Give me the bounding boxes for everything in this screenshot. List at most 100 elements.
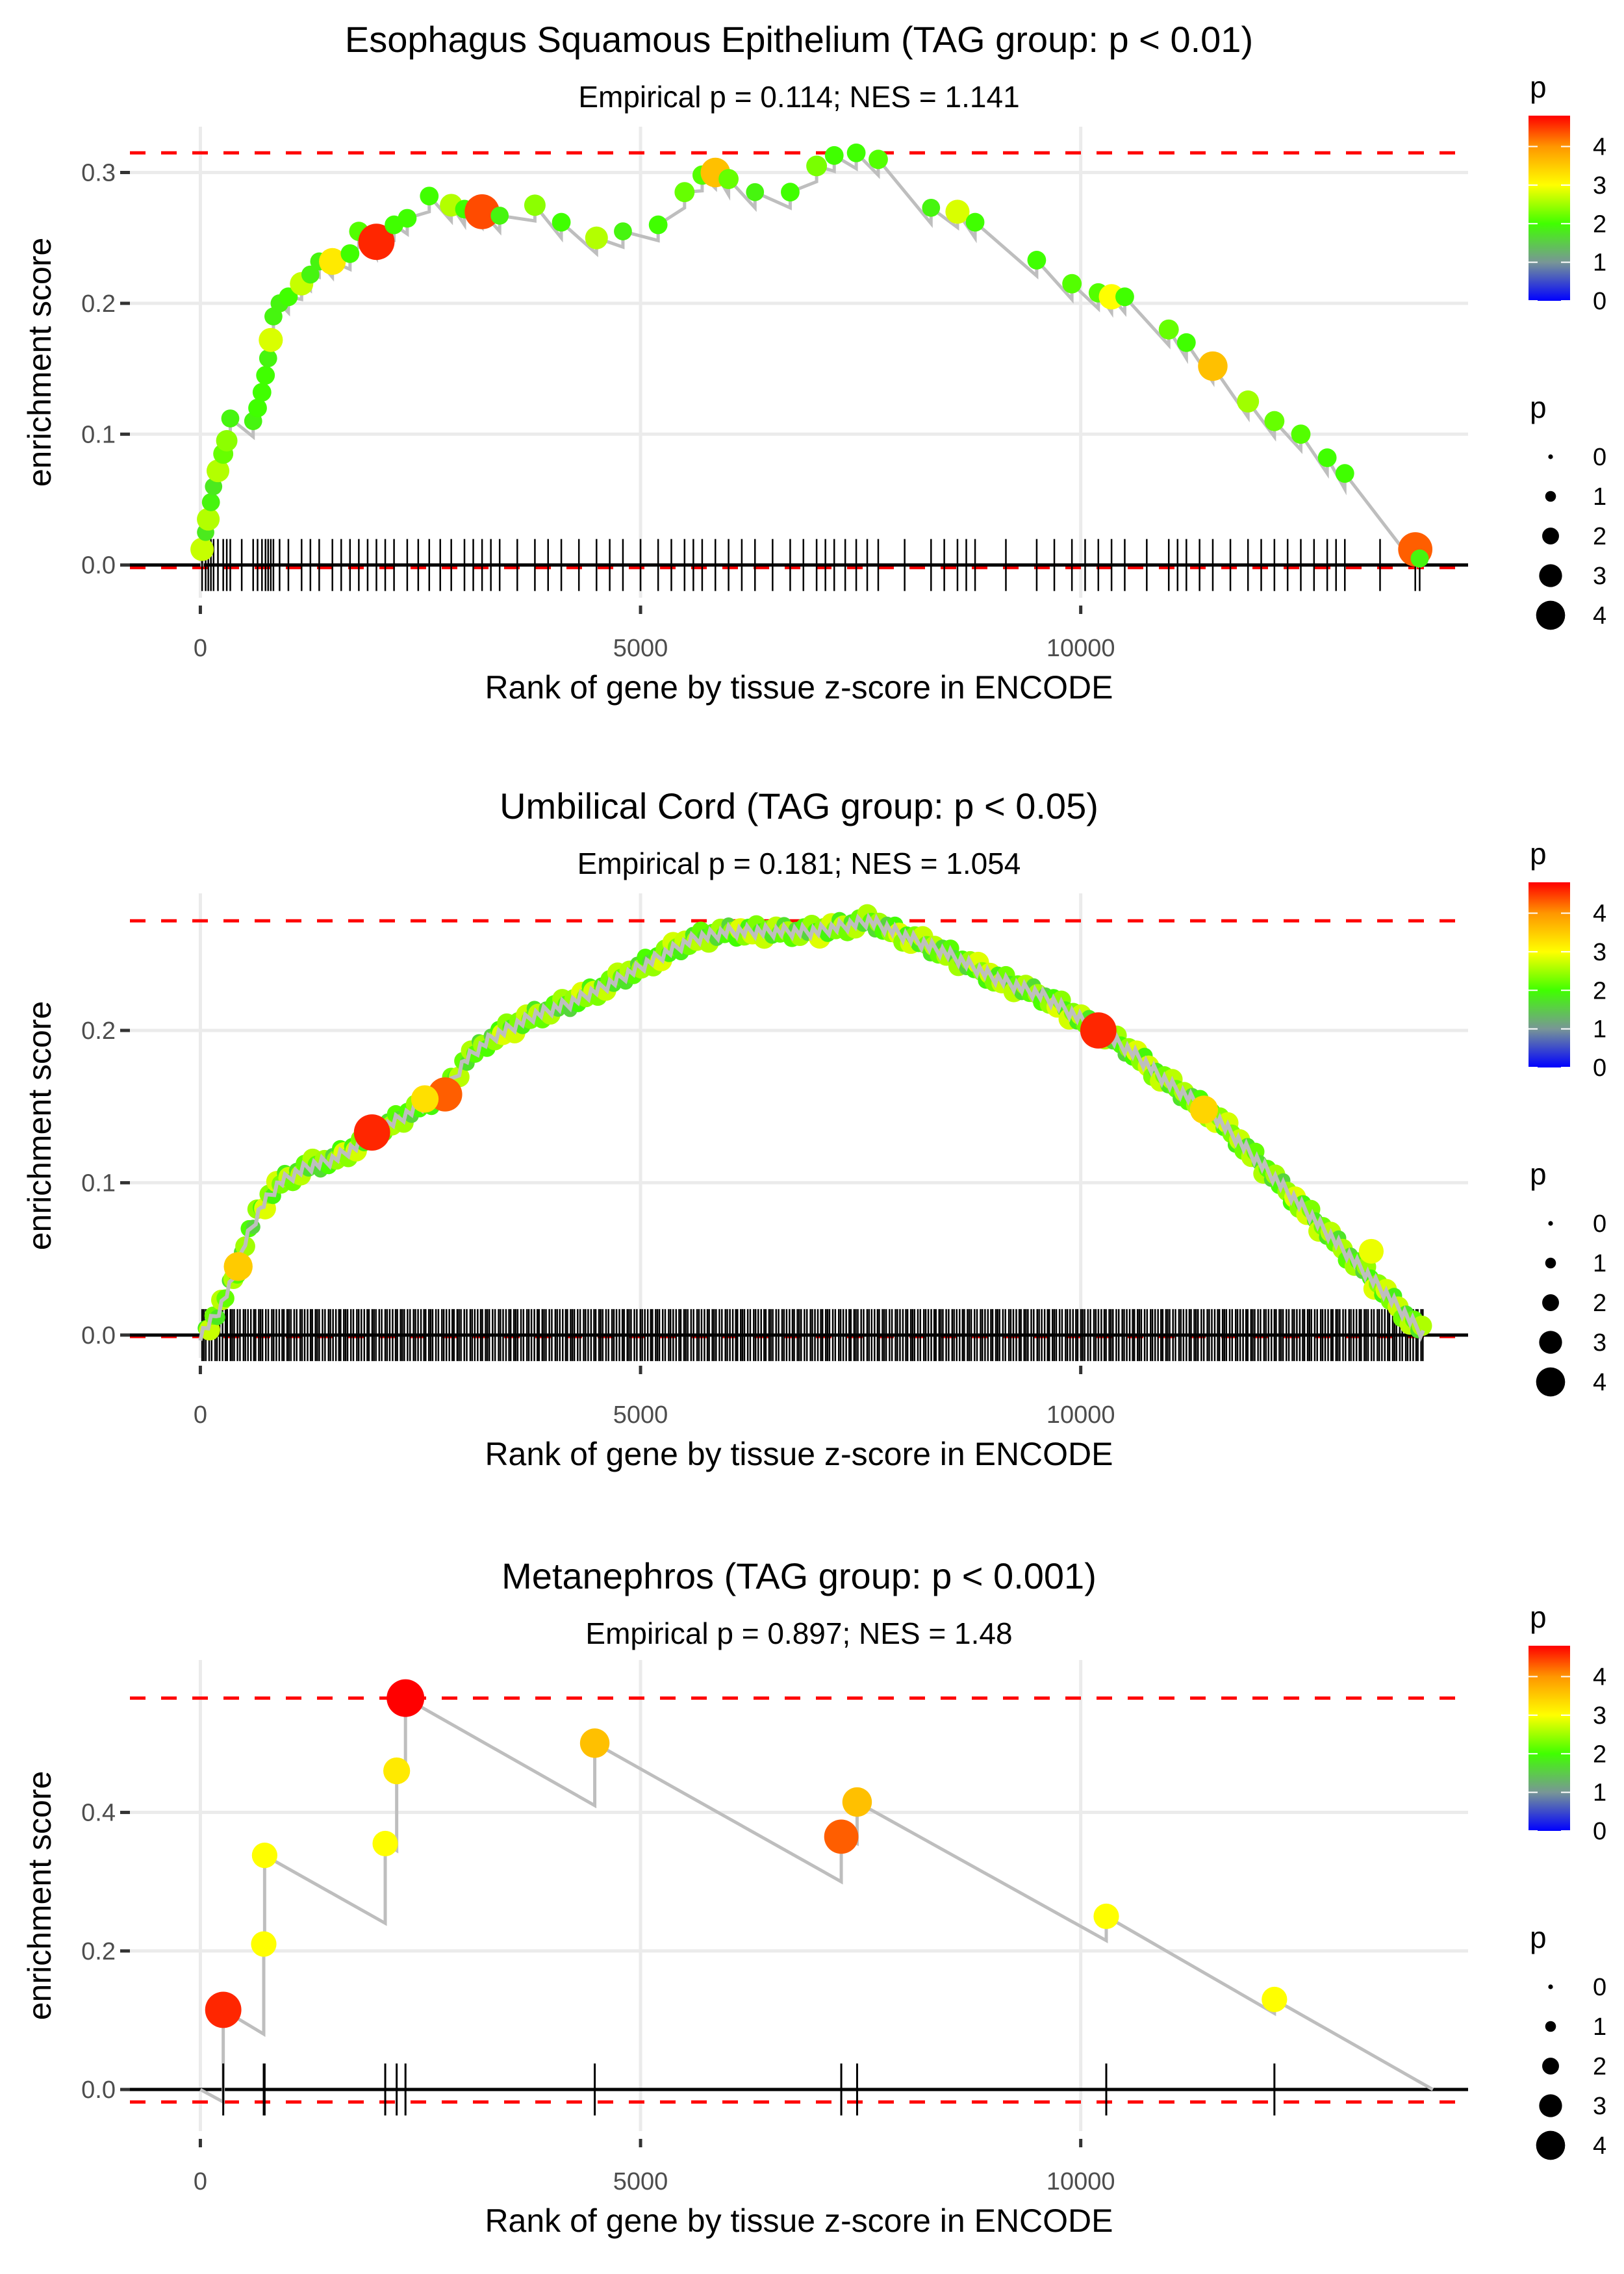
hit-point xyxy=(1158,319,1179,340)
hit-point xyxy=(411,1085,439,1113)
hit-point xyxy=(207,459,230,483)
x-tick-label: 5000 xyxy=(613,1401,668,1429)
hit-point xyxy=(1027,251,1047,270)
running-sum-line xyxy=(199,1695,1434,2105)
color-legend-label: 4 xyxy=(1593,1664,1606,1691)
color-legend-label: 4 xyxy=(1593,134,1606,161)
chart-title: Esophagus Squamous Epithelium (TAG group… xyxy=(345,19,1253,60)
hit-point xyxy=(256,366,275,385)
size-legend-dot xyxy=(1539,564,1562,587)
x-tick-label: 0 xyxy=(194,635,207,662)
hit-point xyxy=(387,1679,425,1717)
size-legend-title: p xyxy=(1530,390,1547,424)
hit-point xyxy=(824,146,844,165)
hit-point xyxy=(259,349,277,368)
hit-point xyxy=(1198,351,1228,381)
hit-point xyxy=(1176,333,1196,352)
legend: p 4 3 2 1 0 p 0 1 2 3 4 xyxy=(1529,70,1606,630)
chart-subtitle: Empirical p = 0.181; NES = 1.054 xyxy=(577,847,1021,880)
size-legend-label: 4 xyxy=(1593,1369,1606,1396)
hit-point xyxy=(464,194,500,229)
color-legend-label: 0 xyxy=(1593,1818,1606,1845)
color-legend-label: 0 xyxy=(1593,288,1606,315)
hit-point xyxy=(319,248,346,275)
hit-point xyxy=(842,1787,872,1817)
color-legend-label: 3 xyxy=(1593,1702,1606,1730)
size-legend-dot xyxy=(1542,2058,1559,2075)
hit-point xyxy=(1410,549,1429,568)
color-legend-label: 3 xyxy=(1593,939,1606,966)
color-bar xyxy=(1529,1646,1570,1831)
color-bar xyxy=(1529,116,1570,301)
hit-point xyxy=(201,493,220,511)
hit-point xyxy=(353,1114,390,1151)
size-legend-label: 3 xyxy=(1593,1329,1606,1357)
hit-point xyxy=(340,244,360,263)
color-bar xyxy=(1529,882,1570,1067)
hit-point xyxy=(1335,464,1354,483)
hit-point xyxy=(1358,1238,1384,1264)
chart-subtitle: Empirical p = 0.897; NES = 1.48 xyxy=(585,1616,1012,1650)
size-legend-dot xyxy=(1548,454,1553,459)
hit-point xyxy=(922,198,941,217)
hit-point xyxy=(490,207,509,225)
hit-point xyxy=(965,212,985,232)
size-legend-label: 3 xyxy=(1593,2093,1606,2120)
size-legend-label: 2 xyxy=(1593,2053,1606,2080)
color-legend-label: 1 xyxy=(1593,1780,1606,1807)
y-tick-label: 0.2 xyxy=(81,1017,116,1045)
hit-point xyxy=(846,143,866,162)
x-tick-label: 10000 xyxy=(1047,1401,1115,1429)
size-legend-title: p xyxy=(1530,1921,1547,1954)
hit-point xyxy=(251,1843,277,1869)
legend: p 4 3 2 1 0 p 0 1 2 3 4 xyxy=(1529,837,1606,1397)
color-legend-label: 4 xyxy=(1593,901,1606,928)
running-sum-line xyxy=(198,912,1425,1342)
y-tick-label: 0.0 xyxy=(81,552,116,580)
hit-point xyxy=(205,1991,242,2028)
hit-point xyxy=(221,409,240,428)
hit-point xyxy=(585,226,608,249)
hit-point xyxy=(372,1830,398,1857)
y-tick-label: 0.2 xyxy=(81,290,116,318)
size-legend-dot xyxy=(1542,1294,1559,1311)
hit-point xyxy=(1115,287,1134,307)
y-tick-label: 0.0 xyxy=(81,1322,116,1349)
size-legend-label: 1 xyxy=(1593,2013,1606,2041)
size-legend-title: p xyxy=(1530,1157,1547,1191)
size-legend-dot xyxy=(1545,2021,1556,2032)
hit-point xyxy=(223,1252,253,1281)
size-legend-dot xyxy=(1548,1984,1553,1989)
size-legend-dot xyxy=(1539,2094,1562,2117)
hit-point xyxy=(869,149,888,170)
hit-point xyxy=(806,155,828,177)
hit-point xyxy=(1080,1012,1117,1049)
size-legend-label: 2 xyxy=(1593,1290,1606,1317)
y-tick-label: 0.4 xyxy=(81,1800,116,1827)
hit-point xyxy=(781,183,800,202)
hit-point xyxy=(398,209,417,228)
x-axis-label: Rank of gene by tissue z-score in ENCODE xyxy=(485,669,1113,706)
size-legend-dot xyxy=(1536,1367,1566,1397)
hit-point xyxy=(383,1757,411,1785)
hit-point xyxy=(718,169,739,189)
x-tick-label: 5000 xyxy=(613,2168,668,2195)
size-legend-label: 1 xyxy=(1593,483,1606,511)
running-sum-line xyxy=(200,149,1421,570)
color-legend-label: 3 xyxy=(1593,172,1606,199)
hit-point xyxy=(674,182,695,203)
size-legend-label: 4 xyxy=(1593,602,1606,630)
size-legend-dot xyxy=(1545,491,1556,502)
hit-point xyxy=(197,507,220,531)
chart-title: Umbilical Cord (TAG group: p < 0.05) xyxy=(500,786,1098,826)
size-legend-dot xyxy=(1536,2130,1566,2160)
size-legend-label: 0 xyxy=(1593,1210,1606,1238)
hit-point xyxy=(1291,424,1311,444)
legend: p 4 3 2 1 0 p 0 1 2 3 4 xyxy=(1529,1600,1606,2160)
y-axis-label: enrichment score xyxy=(21,1001,58,1251)
hit-point xyxy=(248,398,267,418)
size-legend-dot xyxy=(1539,1331,1562,1354)
color-legend-label: 2 xyxy=(1593,1741,1606,1768)
color-legend-label: 2 xyxy=(1593,211,1606,238)
hit-point xyxy=(824,1819,859,1854)
